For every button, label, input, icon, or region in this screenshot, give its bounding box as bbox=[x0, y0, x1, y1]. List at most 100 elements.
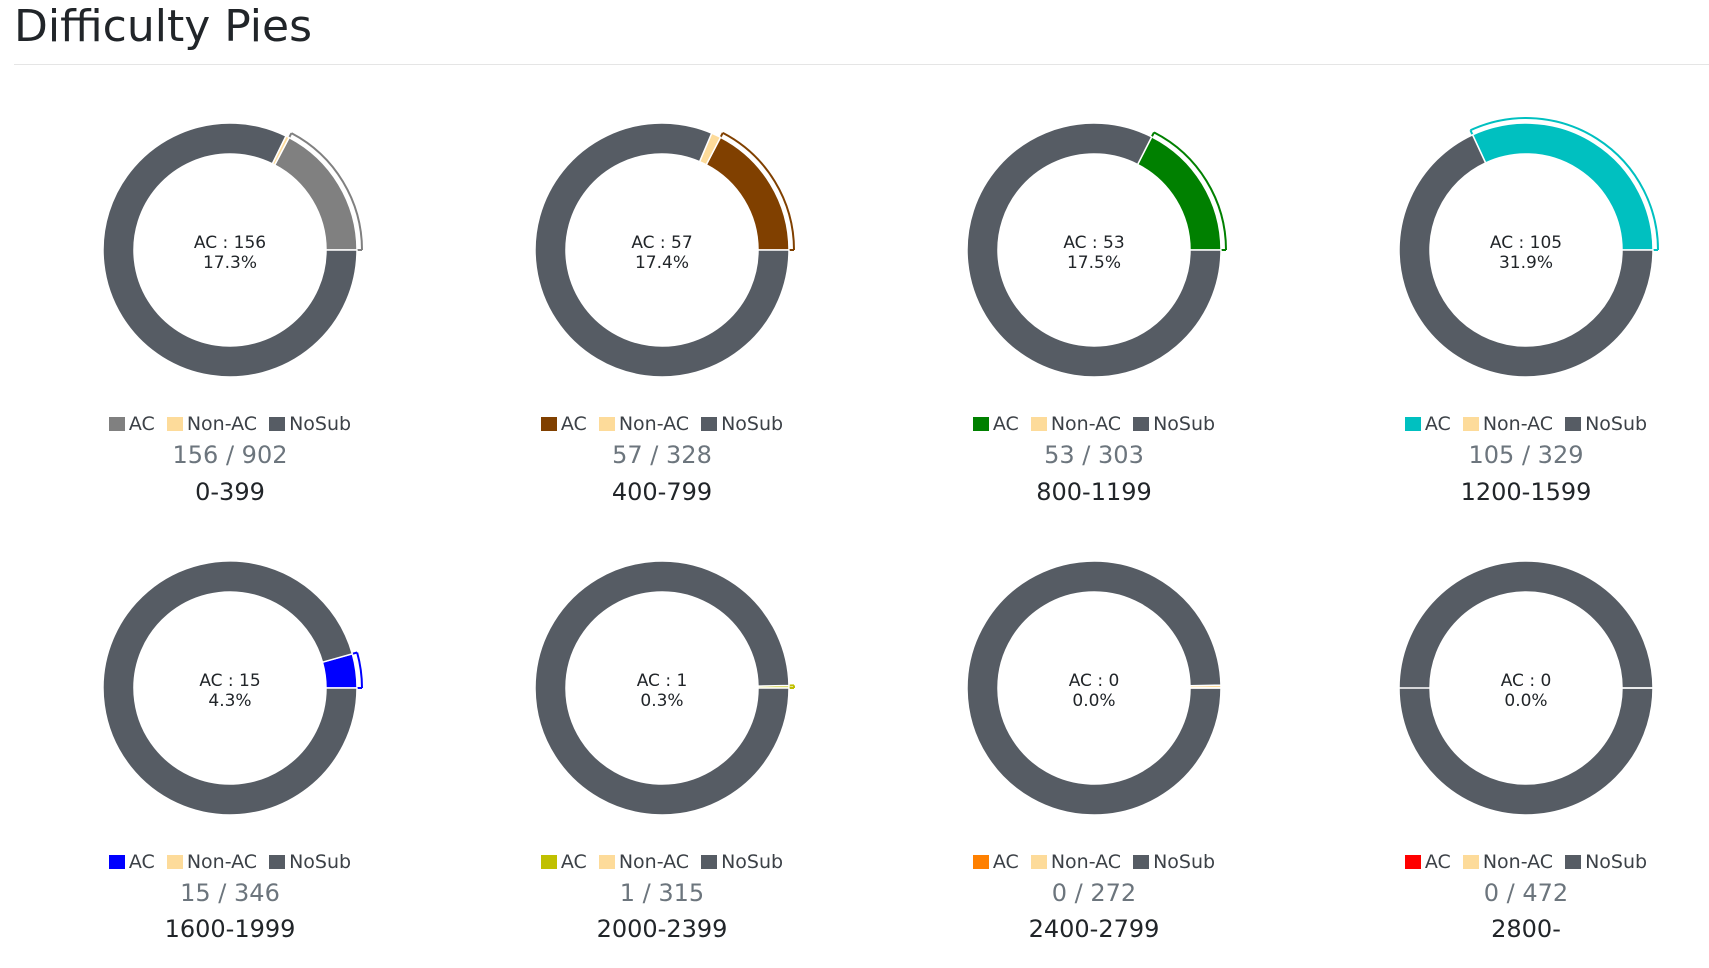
legend-item-nosub[interactable]: NoSub bbox=[1133, 413, 1215, 435]
legend-item-nosub[interactable]: NoSub bbox=[701, 851, 783, 873]
legend-swatch bbox=[109, 417, 125, 431]
difficulty-range-label: 1600-1999 bbox=[14, 915, 446, 943]
legend-label: AC bbox=[561, 851, 587, 873]
legend-label: AC bbox=[1425, 851, 1451, 873]
legend-item-ac[interactable]: AC bbox=[109, 851, 155, 873]
difficulty-range-label: 1200-1599 bbox=[1310, 478, 1709, 506]
chart-legend: AC Non-AC NoSub bbox=[1310, 848, 1709, 876]
legend-item-nosub[interactable]: NoSub bbox=[1565, 851, 1647, 873]
ac-slice-highlight bbox=[357, 652, 362, 688]
legend-label: AC bbox=[1425, 413, 1451, 435]
difficulty-range-label: 2000-2399 bbox=[446, 915, 878, 943]
legend-item-nosub[interactable]: NoSub bbox=[701, 413, 783, 435]
ac-ratio: 53 / 303 bbox=[878, 441, 1310, 469]
legend-swatch bbox=[701, 855, 717, 869]
ac-ratio: 1 / 315 bbox=[446, 879, 878, 907]
donut-chart: AC : 10.3% bbox=[446, 548, 878, 888]
legend-item-nonac[interactable]: Non-AC bbox=[1031, 413, 1121, 435]
legend-item-nosub[interactable]: NoSub bbox=[269, 851, 351, 873]
ac-ratio: 0 / 472 bbox=[1310, 879, 1709, 907]
center-ac-count: AC : 105 bbox=[1490, 233, 1562, 253]
center-ac-percent: 0.0% bbox=[1072, 691, 1115, 711]
legend-label: AC bbox=[129, 413, 155, 435]
legend-swatch bbox=[269, 417, 285, 431]
legend-item-ac[interactable]: AC bbox=[541, 413, 587, 435]
legend-item-nosub[interactable]: NoSub bbox=[1133, 851, 1215, 873]
donut-chart: AC : 00.0% bbox=[878, 548, 1310, 888]
legend-item-ac[interactable]: AC bbox=[1405, 851, 1451, 873]
legend-label: Non-AC bbox=[1483, 851, 1553, 873]
center-ac-percent: 17.5% bbox=[1067, 253, 1121, 273]
center-ac-count: AC : 156 bbox=[194, 233, 266, 253]
chart-legend: AC Non-AC NoSub bbox=[446, 410, 878, 438]
ac-slice[interactable] bbox=[1473, 123, 1653, 250]
legend-swatch bbox=[599, 855, 615, 869]
legend-item-nonac[interactable]: Non-AC bbox=[1463, 413, 1553, 435]
legend-item-ac[interactable]: AC bbox=[109, 413, 155, 435]
center-ac-percent: 17.4% bbox=[635, 253, 689, 273]
ac-slice[interactable] bbox=[706, 137, 789, 250]
legend-item-nonac[interactable]: Non-AC bbox=[599, 413, 689, 435]
legend-item-ac[interactable]: AC bbox=[973, 851, 1019, 873]
legend-swatch bbox=[1565, 855, 1581, 869]
legend-label: NoSub bbox=[721, 413, 783, 435]
legend-label: Non-AC bbox=[619, 413, 689, 435]
legend-label: Non-AC bbox=[1483, 413, 1553, 435]
legend-swatch bbox=[1405, 855, 1421, 869]
legend-swatch bbox=[1463, 855, 1479, 869]
ac-slice[interactable] bbox=[275, 138, 357, 250]
chart-legend: AC Non-AC NoSub bbox=[14, 848, 446, 876]
center-ac-percent: 0.3% bbox=[640, 691, 683, 711]
legend-swatch bbox=[701, 417, 717, 431]
legend-swatch bbox=[973, 417, 989, 431]
center-ac-count: AC : 0 bbox=[1069, 671, 1120, 691]
legend-label: Non-AC bbox=[1051, 851, 1121, 873]
chart-legend: AC Non-AC NoSub bbox=[446, 848, 878, 876]
legend-item-nonac[interactable]: Non-AC bbox=[599, 851, 689, 873]
legend-label: AC bbox=[129, 851, 155, 873]
legend-swatch bbox=[1133, 855, 1149, 869]
legend-item-ac[interactable]: AC bbox=[973, 413, 1019, 435]
legend-item-nosub[interactable]: NoSub bbox=[269, 413, 351, 435]
legend-swatch bbox=[973, 855, 989, 869]
legend-swatch bbox=[1405, 417, 1421, 431]
legend-swatch bbox=[1565, 417, 1581, 431]
center-ac-percent: 4.3% bbox=[208, 691, 251, 711]
center-ac-count: AC : 53 bbox=[1063, 233, 1124, 253]
legend-item-nonac[interactable]: Non-AC bbox=[167, 851, 257, 873]
legend-label: AC bbox=[993, 413, 1019, 435]
legend-label: NoSub bbox=[1585, 413, 1647, 435]
difficulty-range-label: 400-799 bbox=[446, 478, 878, 506]
legend-item-ac[interactable]: AC bbox=[541, 851, 587, 873]
ac-ratio: 57 / 328 bbox=[446, 441, 878, 469]
difficulty-range-label: 0-399 bbox=[14, 478, 446, 506]
legend-swatch bbox=[1463, 417, 1479, 431]
difficulty-range-label: 2400-2799 bbox=[878, 915, 1310, 943]
chart-legend: AC Non-AC NoSub bbox=[878, 410, 1310, 438]
legend-item-ac[interactable]: AC bbox=[1405, 413, 1451, 435]
chart-legend: AC Non-AC NoSub bbox=[1310, 410, 1709, 438]
ac-slice[interactable] bbox=[1138, 137, 1221, 250]
ac-ratio: 0 / 272 bbox=[878, 879, 1310, 907]
legend-swatch bbox=[109, 855, 125, 869]
legend-item-nonac[interactable]: Non-AC bbox=[1031, 851, 1121, 873]
center-ac-percent: 31.9% bbox=[1499, 253, 1553, 273]
ac-ratio: 156 / 902 bbox=[14, 441, 446, 469]
center-ac-count: AC : 1 bbox=[637, 671, 688, 691]
center-ac-count: AC : 57 bbox=[631, 233, 692, 253]
legend-item-nosub[interactable]: NoSub bbox=[1565, 413, 1647, 435]
legend-item-nonac[interactable]: Non-AC bbox=[1463, 851, 1553, 873]
legend-swatch bbox=[541, 855, 557, 869]
ac-ratio: 105 / 329 bbox=[1310, 441, 1709, 469]
center-ac-percent: 17.3% bbox=[203, 253, 257, 273]
legend-item-nonac[interactable]: Non-AC bbox=[167, 413, 257, 435]
